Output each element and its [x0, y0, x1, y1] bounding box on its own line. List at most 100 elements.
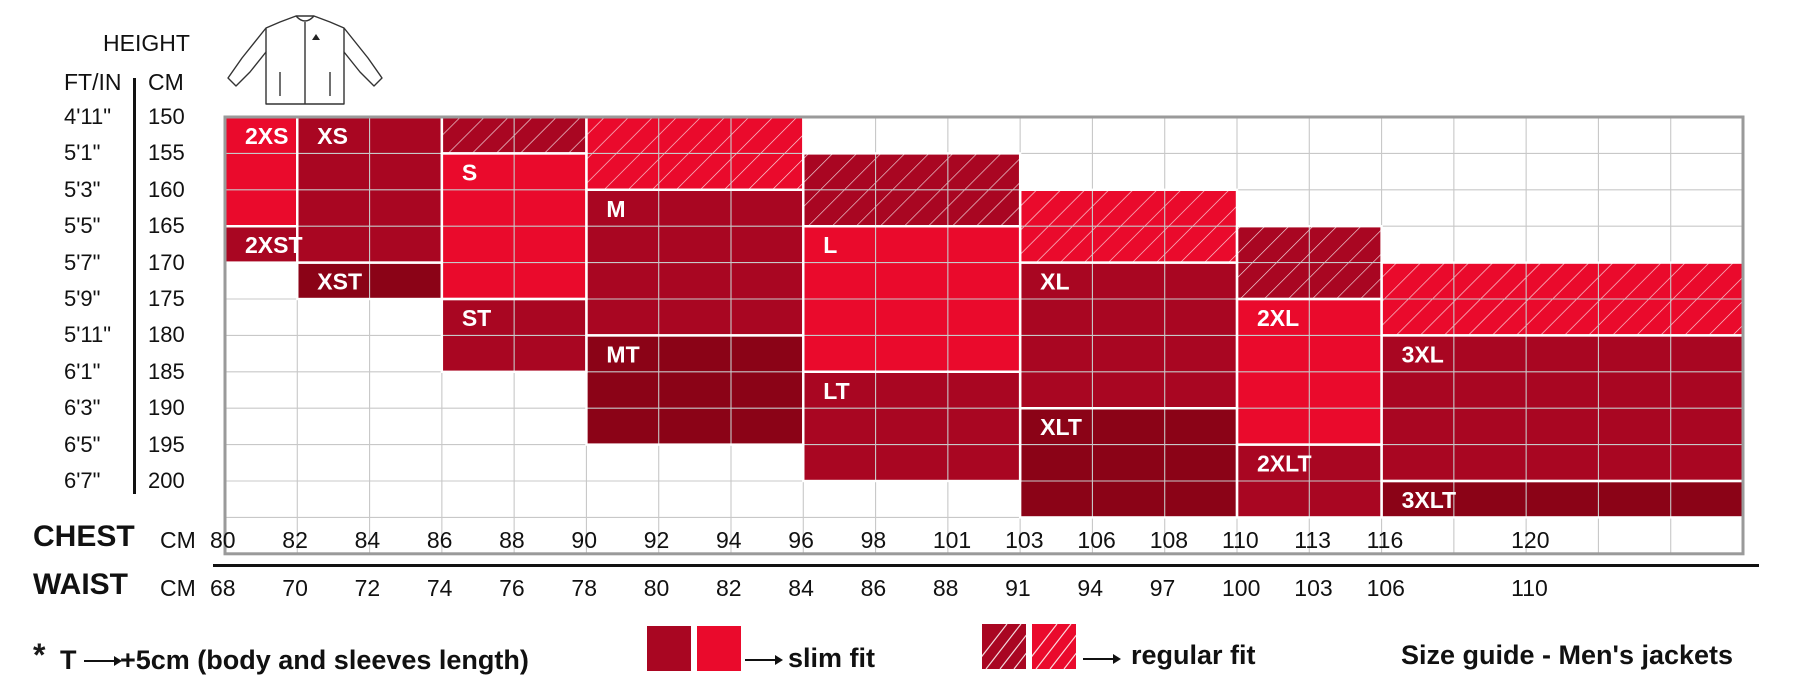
size-label-s: S [462, 159, 477, 185]
waist-tick: 78 [571, 575, 598, 601]
waist-tick: 72 [354, 575, 381, 601]
chart-frame [223, 115, 1745, 556]
chest-tick: 116 [1366, 527, 1404, 553]
size-label-2xs: 2XS [245, 123, 288, 149]
y-tick-ftin: 6'1" [64, 358, 101, 384]
chest-tick: 80 [210, 527, 236, 553]
y-tick-ftin: 5'5" [64, 213, 101, 239]
size-label-xlt: XLT [1040, 414, 1082, 440]
chest-tick: 101 [932, 527, 972, 553]
size-label-xs: XS [317, 123, 348, 149]
size-label-xst: XST [317, 269, 362, 295]
y-tick-ftin: 5'9" [64, 286, 101, 311]
arrow-right-icon [84, 656, 122, 666]
chest-tick: 113 [1294, 527, 1331, 553]
slim-fit-swatch-bright [697, 626, 741, 671]
waist-tick: 68 [210, 575, 236, 601]
note-star: * [33, 637, 46, 673]
chest-tick: 82 [282, 527, 308, 553]
regular-fit-swatch-dark [982, 624, 1026, 669]
y-tick-ftin: 5'3" [64, 176, 101, 202]
chest-tick: 86 [426, 527, 453, 553]
arrow-right-icon [1083, 654, 1121, 664]
size-block-mt [586, 335, 804, 445]
size-label-2xlt: 2XLT [1257, 451, 1312, 477]
waist-tick: 110 [1511, 575, 1548, 601]
waist-tick: 103 [1294, 575, 1333, 601]
size-label-st: ST [462, 305, 491, 331]
size-block-xlt [1020, 408, 1237, 518]
waist-tick: 94 [1077, 575, 1104, 601]
waist-tick: 100 [1222, 575, 1261, 601]
note-t: T [60, 645, 77, 675]
size-label-xl: XL [1040, 269, 1069, 295]
y-tick-cm: 150 [148, 104, 185, 129]
waist-tick: 86 [860, 575, 887, 601]
y-tick-cm: 195 [148, 431, 185, 457]
slim-fit-swatch-dark [647, 626, 691, 671]
chest-tick: 98 [860, 527, 887, 553]
regular-fit-label: regular fit [1131, 640, 1256, 670]
waist-tick: 80 [643, 575, 670, 601]
waist-tick: 88 [932, 575, 959, 601]
y-tick-cm: 165 [148, 213, 185, 239]
chest-tick: 92 [643, 527, 670, 553]
waist-tick: 106 [1366, 575, 1405, 601]
y-tick-ftin: 6'3" [64, 395, 101, 421]
y-tick-cm: 185 [148, 358, 185, 384]
y-tick-cm: 180 [148, 322, 185, 348]
jacket-icon [227, 15, 383, 105]
cm-header-label: CM [148, 69, 184, 95]
size-label-m: M [606, 196, 625, 222]
y-tick-cm: 200 [148, 468, 185, 493]
y-tick-ftin: 6'7" [64, 468, 101, 493]
arrow-right-icon [745, 655, 783, 665]
chest-tick: 90 [571, 527, 598, 553]
waist-tick: 91 [1005, 575, 1031, 601]
size-label-3xlt: 3XLT [1402, 487, 1457, 513]
y-tick-ftin: 5'1" [64, 140, 101, 166]
waist-label: WAIST [33, 568, 128, 601]
size-label-l: L [823, 232, 837, 258]
size-label-2xl: 2XL [1257, 305, 1299, 331]
ftin-label: FT/IN [64, 69, 122, 95]
chest-tick: 96 [788, 527, 814, 553]
waist-tick: 74 [426, 575, 453, 601]
chest-tick: 84 [354, 527, 381, 553]
chest-tick: 108 [1149, 527, 1189, 553]
chest-tick: 94 [716, 527, 742, 553]
waist-tick: 84 [788, 575, 814, 601]
chest-label: CHEST [33, 520, 135, 553]
y-axis-divider [133, 78, 136, 494]
waist-tick: 70 [282, 575, 308, 601]
note-text: +5cm (body and sleeves length) [120, 645, 529, 675]
waist-tick: 76 [499, 575, 525, 601]
y-tick-ftin: 5'7" [64, 249, 101, 275]
size-block-3xlt [1381, 481, 1743, 518]
chest-tick: 120 [1511, 527, 1550, 553]
y-tick-cm: 175 [148, 286, 185, 311]
y-tick-ftin: 5'11" [64, 322, 112, 348]
waist-tick: 82 [716, 575, 742, 601]
y-tick-cm: 190 [148, 395, 185, 421]
y-tick-cm: 160 [148, 176, 185, 202]
size-block-lt [803, 371, 1021, 481]
size-block-2xst [225, 226, 298, 263]
size-label-3xl: 3XL [1402, 341, 1444, 367]
chest-tick: 103 [1005, 527, 1044, 553]
y-tick-ftin: 6'5" [64, 431, 101, 457]
waist-unit: CM [160, 575, 196, 601]
chart-title: Size guide - Men's jackets [1401, 640, 1734, 670]
regular-fit-swatch-bright [1032, 624, 1076, 669]
chest-unit: CM [160, 527, 196, 553]
height-label: HEIGHT [103, 30, 190, 56]
axis-separator-line [213, 564, 1759, 567]
size-block-2xs [225, 117, 298, 227]
waist-tick: 97 [1149, 575, 1176, 601]
chest-tick: 106 [1077, 527, 1116, 553]
size-label-mt: MT [606, 341, 639, 367]
y-tick-cm: 170 [148, 249, 185, 275]
size-label-lt: LT [823, 378, 849, 404]
size-label-2xst: 2XST [245, 232, 303, 258]
